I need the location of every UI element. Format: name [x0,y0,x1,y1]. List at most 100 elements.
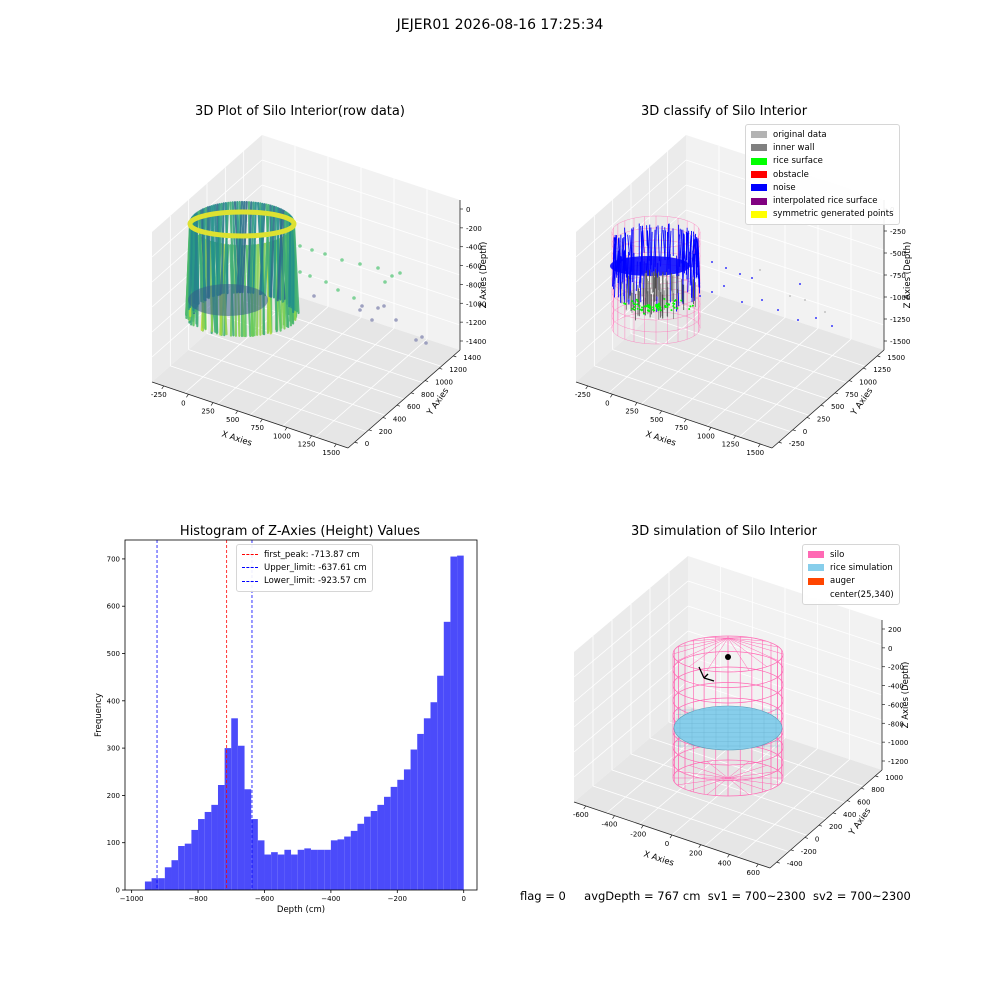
z-tick-label: 200 [888,626,901,634]
classify-noise-point [799,283,801,285]
legend-swatch [751,171,767,179]
y-tick-label: -200 [801,848,817,856]
classify-rice-point [636,300,639,303]
x-tick-label: −200 [388,895,407,903]
z-tick-label: -800 [888,720,904,728]
x-tick-label: −600 [255,895,274,903]
y-tick-label: 800 [421,391,434,399]
silo-roof-spoke [727,637,750,639]
silo-roof-spoke [727,637,767,642]
classify-noise-streak [627,234,630,256]
histogram-bar [397,779,404,890]
z-tick-label: -1400 [466,338,486,346]
classify-rice-point [663,298,666,300]
legend-swatch [751,197,767,205]
histogram-bar [158,878,165,890]
silo-roof-spoke [706,637,729,639]
x-tick-label: 1250 [722,441,740,449]
classify-legend: original data inner wall rice surface ob… [745,124,900,226]
silo-roof-spoke [672,637,729,655]
z-axis-label: Z Axies (Depth) [903,242,913,309]
histogram-bar [257,840,265,890]
x-tick-label: 400 [718,859,731,867]
x-tick-label: 250 [625,408,638,416]
raw-wall-streak [239,200,246,294]
z-tick-label: -1250 [890,316,910,324]
y-axis-label: Frequency [94,693,104,737]
y-tick-mark [806,417,810,419]
raw-wall-streak [264,204,270,297]
x-tick-mark [659,410,662,415]
y-tick-label: 0 [815,835,819,843]
raw-data-point [358,308,362,312]
legend-swatch [808,564,824,572]
x-tick-label: 1500 [746,449,764,457]
histogram-bar [377,804,385,890]
classify-noise-point [739,273,741,275]
classify-rice-point [645,305,648,308]
silo-floor-spoke [727,777,750,795]
x-tick-label: 0 [605,399,609,407]
classify-original-point [789,295,791,297]
simulation-legend: silo rice simulation auger center(25,340… [802,544,900,606]
classify-rice-point [680,299,683,302]
histogram-bar [277,854,285,890]
classify-rice-point [689,305,692,308]
legend-symmetric-generated-points: symmetric generated points [751,208,894,221]
y-axis-line [771,349,885,449]
histogram-bar [337,839,345,890]
histogram-bar [410,749,418,890]
z-tick-label: 0 [888,645,892,653]
histogram-bar [237,745,245,890]
histogram-panel: −1000 −800 −600 −400 −200 0 0 100 200 300 400 500 60… [94,539,478,915]
y-tick-label: 600 [407,403,420,411]
classify-noise-point [723,285,725,287]
raw-wall-streak [220,202,225,295]
silo-floor-spoke [727,761,750,779]
raw-wall-streak [212,204,216,297]
x-tick-label: 500 [650,416,663,424]
z-tick-label: -600 [466,263,482,271]
z-tick-label: -1200 [466,319,486,327]
y-tick-mark [849,380,853,382]
sv1-text: sv1 = 700~2300 [707,889,806,903]
y-tick-label: -400 [787,860,803,868]
x-tick-mark [585,385,589,390]
histogram-bar [350,830,358,890]
classify-noise-streak [689,236,693,263]
raw-data-point [298,270,302,274]
raw-wall-streak [270,205,276,298]
silo-floor-spoke [727,777,779,786]
classify-noise-point [751,277,753,279]
histogram-bar [370,811,378,890]
x-tick-mark [161,385,165,390]
silo-floor-spoke [677,777,729,786]
histogram-bar [330,840,338,890]
silo-floor-spoke [727,777,767,791]
classify-noise-streak [657,225,660,262]
raw-wall-streak [217,202,223,295]
silo-roof-spoke [727,637,750,671]
classify-rice-point [652,306,655,309]
x-axis-line [575,381,773,449]
classify-rice-point [633,306,636,308]
z-tick-label: -1500 [890,338,910,346]
x-tick-label: −1000 [120,895,144,903]
histogram-bar [224,748,232,890]
y-tick-mark [354,441,358,444]
x-tick-mark [612,815,615,819]
raw-wall-streak [185,222,192,316]
classify-rice-point [668,303,670,306]
classify-noise-point [831,325,833,327]
y-tick-label: 500 [831,403,844,411]
classify-rice-point [632,302,635,305]
y-tick-label: 300 [107,745,120,753]
histogram-bar [417,733,424,890]
classify-rice-point [631,300,634,303]
classify-noise-streak [694,241,697,275]
classify-noise-streak [669,230,672,259]
silo-roof-spoke [706,637,729,671]
silo-floor-spoke [706,761,729,779]
y-tick-mark [792,429,796,432]
x-tick-label: 750 [251,424,264,432]
